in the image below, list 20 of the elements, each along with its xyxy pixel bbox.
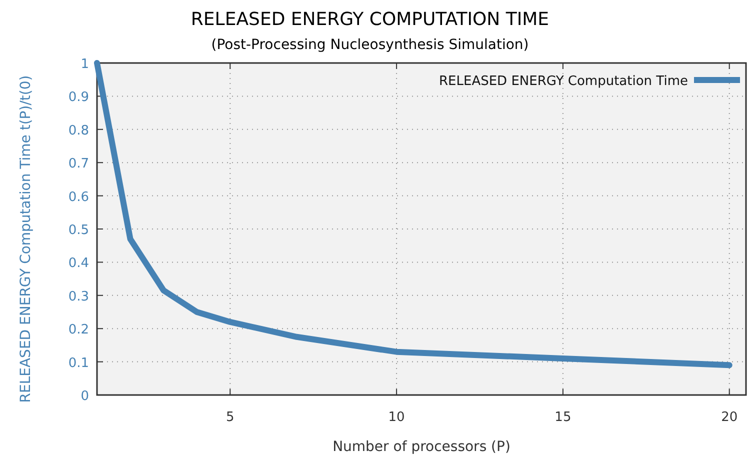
y-tick-label: 0.8 (68, 123, 89, 138)
y-tick-label: 0.1 (68, 356, 89, 371)
y-tick-label: 0.3 (68, 289, 89, 304)
x-tick-label: 5 (226, 410, 234, 425)
y-tick-label: 0 (80, 389, 89, 404)
x-tick-label: 20 (721, 410, 738, 425)
y-tick-label: 1 (80, 57, 89, 72)
y-tick-label: 0.9 (68, 90, 89, 106)
x-tick-label: 15 (554, 410, 572, 425)
y-tick-label: 0.6 (68, 190, 89, 205)
chart-title: RELEASED ENERGY COMPUTATION TIME (190, 9, 550, 30)
x-axis-title: Number of processors (P) (332, 439, 510, 455)
y-tick-label: 0.2 (68, 322, 89, 338)
x-tick-label: 10 (388, 410, 405, 425)
y-axis-title: RELEASED ENERGY Computation Time t(P)/t(0) (18, 75, 34, 403)
y-tick-label: 0.4 (68, 256, 89, 272)
legend-label: RELEASED ENERGY Computation Time (439, 74, 688, 89)
y-tick-label: 0.5 (68, 223, 89, 238)
y-tick-label: 0.7 (68, 156, 89, 172)
chart-subtitle: (Post-Processing Nucleosynthesis Simulation) (211, 37, 529, 53)
